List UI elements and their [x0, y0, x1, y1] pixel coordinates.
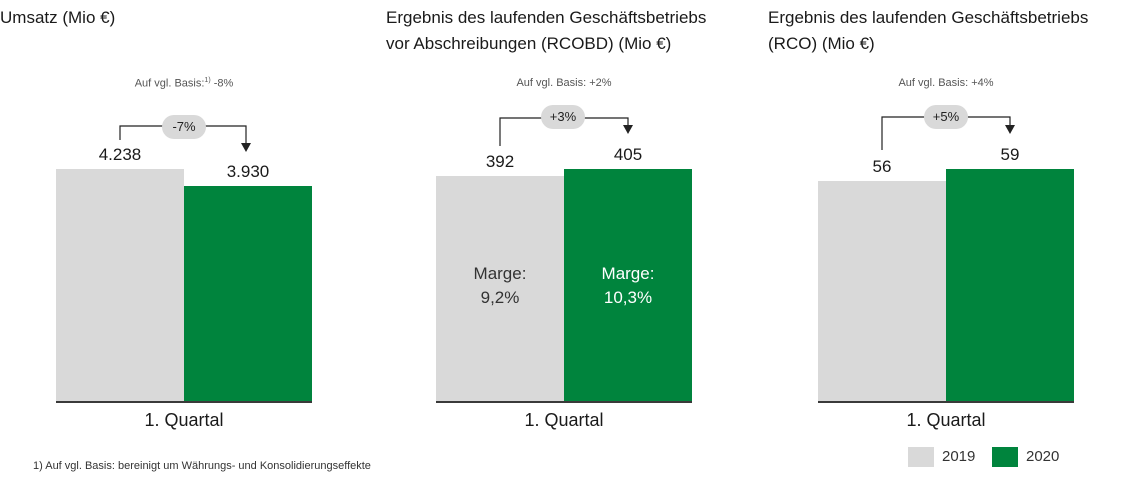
- legend-swatch-2020: [992, 447, 1018, 467]
- chart-panel-rco: Ergebnis des laufenden Geschäftsbetriebs…: [762, 0, 1137, 491]
- margin-label-2020: Marge: 10,3%: [564, 262, 692, 310]
- bar-2019: [56, 169, 184, 401]
- change-arrow-icon: [881, 116, 1015, 150]
- margin-value: 10,3%: [603, 288, 653, 307]
- basis-value: -8%: [210, 77, 234, 90]
- chart-title-line: vor Abschreibungen (RCOBD) (Mio €): [386, 34, 672, 53]
- chart-title: Ergebnis des laufenden Geschäftsbetriebs…: [386, 5, 706, 57]
- category-label: 1. Quartal: [144, 410, 224, 430]
- value-label-2019: 4.238: [98, 145, 142, 164]
- baseline: [436, 401, 692, 403]
- chart-title-line: Ergebnis des laufenden Geschäftsbetriebs: [768, 8, 1089, 27]
- footnote: 1) Auf vgl. Basis: bereinigt um Währungs…: [33, 460, 371, 472]
- value-label-2019: 392: [485, 152, 515, 172]
- comparable-basis-note: Auf vgl. Basis:1) -8%: [56, 77, 312, 90]
- value-label-2020: 3.930: [226, 161, 270, 181]
- change-bubble: +5%: [924, 105, 968, 129]
- change-arrow-icon: [119, 125, 251, 152]
- bar-2020: [946, 169, 1074, 401]
- legend-label-2020: 2020: [1026, 448, 1060, 465]
- change-arrow-icon: [499, 117, 633, 146]
- chart-title-line: (RCO) (Mio €): [768, 34, 875, 53]
- chart-title: Ergebnis des laufenden Geschäftsbetriebs…: [768, 5, 1088, 57]
- chart-panel-rcobd: Ergebnis des laufenden Geschäftsbetriebs…: [380, 0, 760, 491]
- category-label: 1. Quartal: [906, 410, 986, 430]
- change-bubble: -7%: [162, 115, 206, 139]
- margin-label-2019: Marge: 9,2%: [436, 262, 564, 310]
- basis-prefix: Auf vgl. Basis: +2%: [516, 77, 612, 89]
- change-bubble: +3%: [541, 105, 585, 129]
- value-label-2019: 56: [872, 156, 892, 176]
- margin-value: 9,2%: [480, 288, 520, 307]
- value-label-2020: 405: [613, 145, 643, 164]
- bar-2019: [818, 180, 946, 401]
- baseline: [56, 401, 312, 403]
- basis-prefix: Auf vgl. Basis: +4%: [898, 77, 994, 89]
- chart-title: Umsatz (Mio €): [0, 5, 115, 31]
- baseline: [818, 401, 1074, 403]
- value-label-2020: 59: [1000, 145, 1020, 164]
- bar-2019: [436, 176, 564, 401]
- comparable-basis-note: Auf vgl. Basis: +4%: [818, 77, 1074, 89]
- bar-2020: [184, 185, 312, 401]
- chart-title-line: Ergebnis des laufenden Geschäftsbetriebs: [386, 8, 707, 27]
- margin-caption: Marge:: [601, 264, 655, 283]
- chart-panel-revenue: Umsatz (Mio €) Auf vgl. Basis:1) -8% 4.2…: [0, 0, 380, 491]
- legend-label-2019: 2019: [942, 448, 976, 465]
- footnote-marker: 1): [204, 77, 211, 84]
- category-label: 1. Quartal: [524, 410, 604, 430]
- basis-prefix: Auf vgl. Basis:: [134, 77, 205, 90]
- margin-caption: Marge:: [473, 264, 527, 283]
- bar-2020: [564, 169, 692, 401]
- chart-title-line: Umsatz (Mio €): [0, 8, 116, 27]
- comparable-basis-note: Auf vgl. Basis: +2%: [436, 77, 692, 89]
- legend-swatch-2019: [908, 447, 934, 467]
